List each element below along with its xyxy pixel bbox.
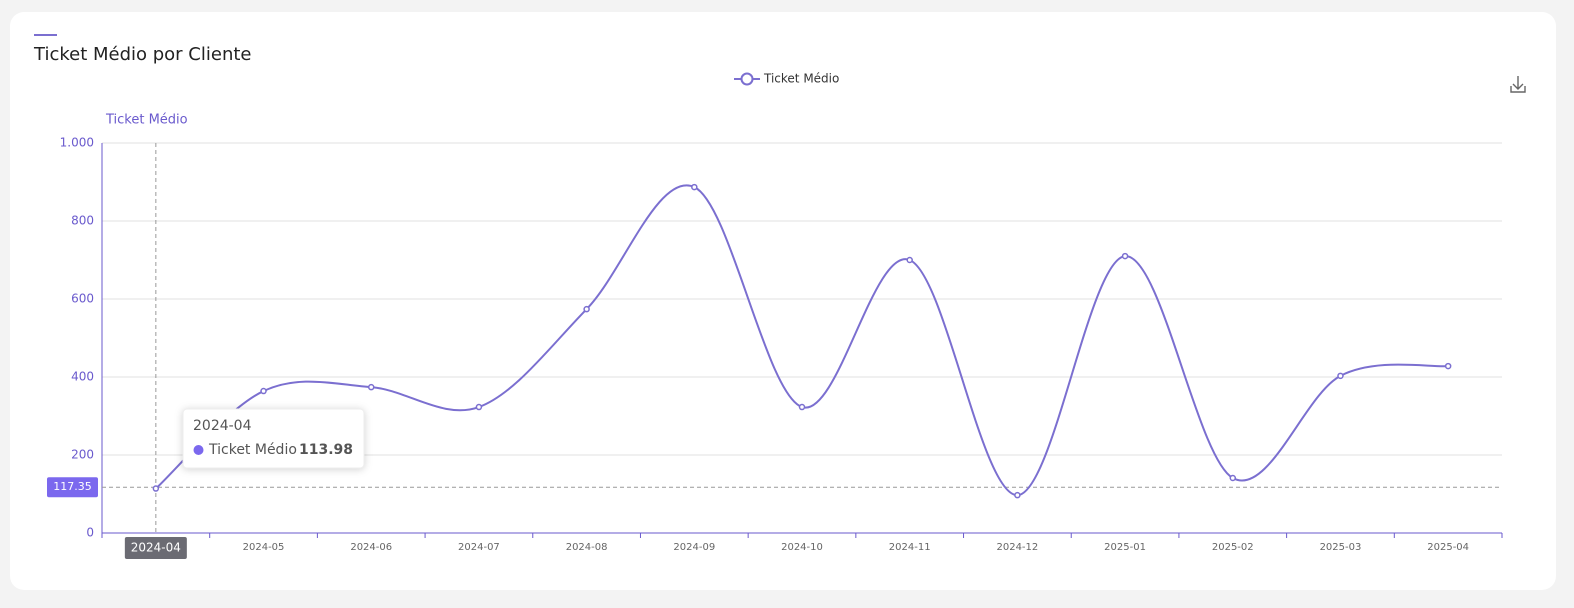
y-tick-label: 0 bbox=[86, 526, 94, 540]
x-tick-label: 2024-10 bbox=[781, 542, 823, 553]
x-tick-label: 2024-11 bbox=[889, 542, 931, 553]
tooltip: 2024-04 Ticket Médio 113.98 bbox=[182, 408, 365, 469]
tooltip-value: 113.98 bbox=[299, 442, 353, 458]
data-point bbox=[1337, 372, 1344, 380]
legend-label: Ticket Médio bbox=[763, 72, 839, 86]
x-tick-label: 2025-02 bbox=[1212, 542, 1254, 553]
card bbox=[10, 12, 1556, 590]
data-point bbox=[260, 387, 267, 395]
legend-item[interactable]: Ticket Médio bbox=[734, 72, 839, 86]
tooltip-series-name: Ticket Médio bbox=[208, 442, 297, 458]
y-tick-label: 200 bbox=[71, 448, 94, 462]
x-tick-label: 2024-12 bbox=[996, 542, 1038, 553]
tooltip-box bbox=[182, 408, 365, 469]
data-point bbox=[475, 403, 483, 411]
data-point bbox=[1121, 252, 1129, 260]
y-tick-label: 600 bbox=[71, 292, 94, 306]
data-point bbox=[906, 256, 913, 264]
data-point bbox=[583, 305, 590, 313]
data-point bbox=[1229, 474, 1237, 482]
data-point bbox=[367, 383, 375, 391]
x-tick-label: 2024-07 bbox=[458, 542, 500, 553]
axis-pointer-y-label-bg bbox=[47, 477, 98, 498]
tooltip-category: 2024-04 bbox=[193, 418, 252, 434]
chart-title: Ticket Médio por Cliente bbox=[33, 44, 252, 65]
tooltip-marker bbox=[193, 445, 204, 455]
data-point bbox=[691, 183, 698, 191]
x-tick-label: 2025-03 bbox=[1320, 542, 1362, 553]
x-tick-label: 2025-04 bbox=[1427, 542, 1469, 553]
x-tick-label: 2024-05 bbox=[243, 542, 285, 553]
x-tick-label: 2024-06 bbox=[350, 542, 392, 553]
y-axis-title: Ticket Médio bbox=[105, 113, 188, 128]
x-tick-label: 2024-08 bbox=[566, 542, 608, 553]
download-icon[interactable] bbox=[1510, 76, 1526, 93]
y-tick-label: 400 bbox=[71, 370, 94, 384]
data-point bbox=[1014, 491, 1021, 499]
x-tick-label: 2025-01 bbox=[1104, 542, 1146, 553]
axis-pointer-y-label: 117.35 bbox=[53, 480, 92, 493]
legend-marker bbox=[740, 72, 754, 86]
axis-pointer-x-label: 2024-04 bbox=[131, 541, 181, 555]
axis-pointer-x-label-bg bbox=[124, 537, 187, 559]
y-tick-label: 1.000 bbox=[60, 136, 94, 150]
x-tick-label: 2024-09 bbox=[673, 542, 715, 553]
series-line bbox=[155, 184, 1449, 497]
data-point bbox=[152, 485, 160, 492]
data-point bbox=[1444, 362, 1452, 370]
y-tick-label: 800 bbox=[71, 214, 94, 228]
data-point bbox=[798, 403, 806, 411]
